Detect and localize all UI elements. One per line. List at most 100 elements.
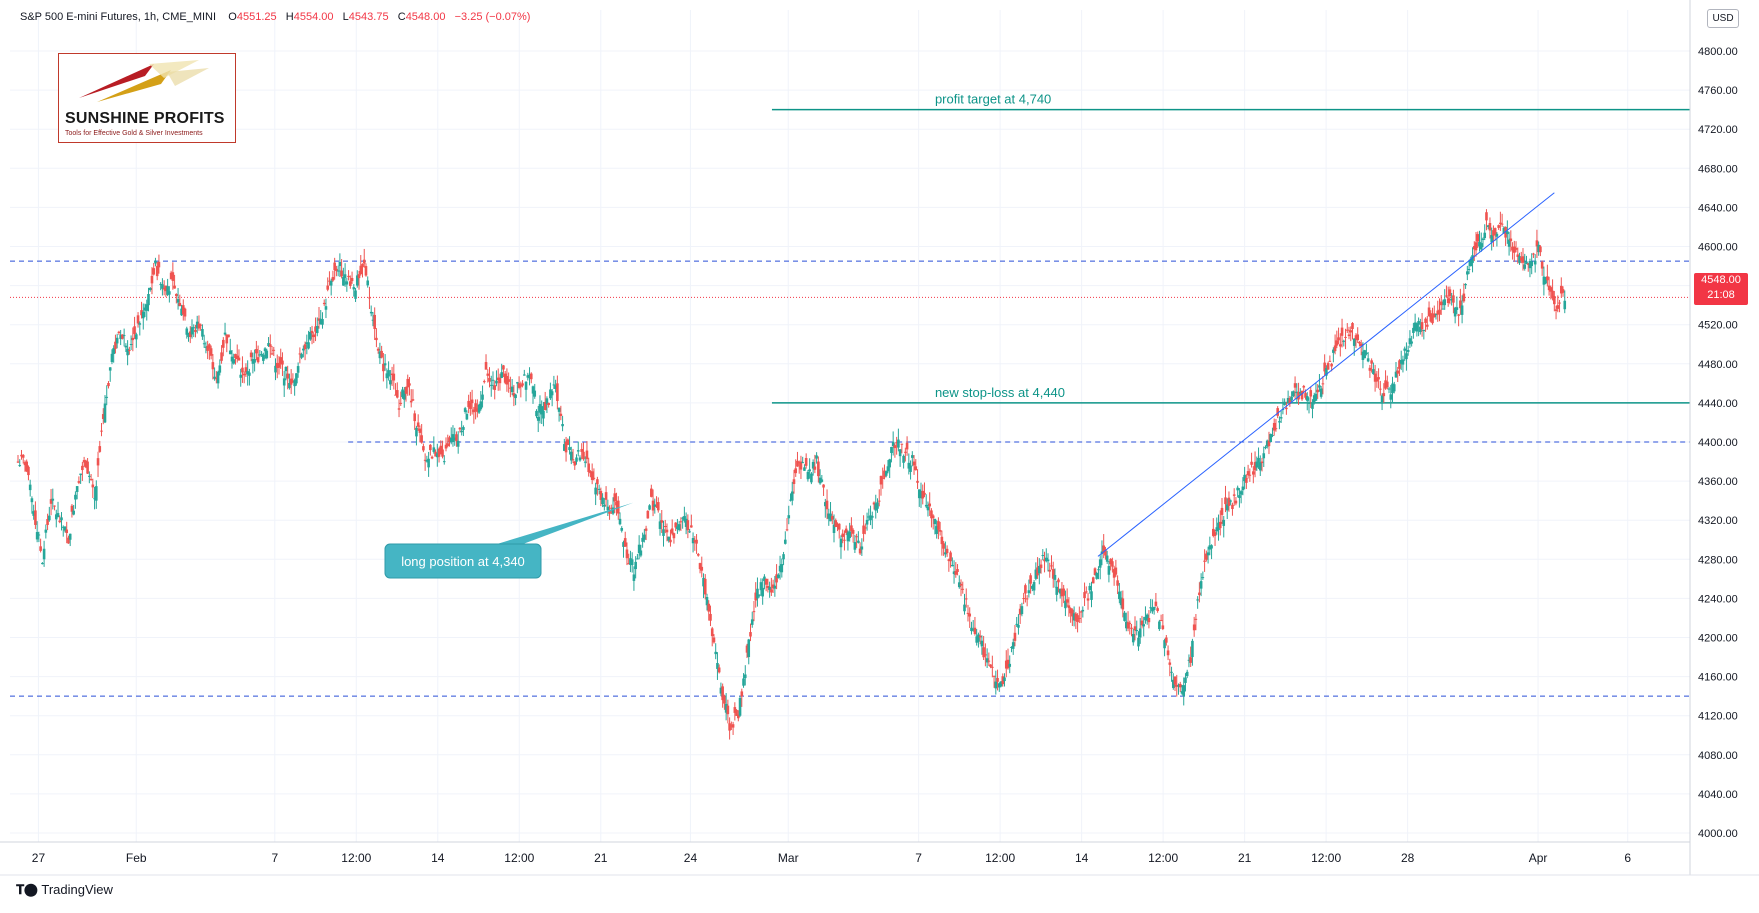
currency-button[interactable]: USD — [1707, 9, 1739, 28]
candle-body — [738, 697, 742, 716]
candle-body — [844, 528, 848, 533]
candle-body — [771, 584, 775, 589]
candle-body — [1225, 504, 1229, 511]
candle-body — [1250, 461, 1253, 465]
candle-body — [1112, 569, 1116, 578]
candle-body — [385, 373, 389, 379]
candle-body — [1051, 569, 1055, 579]
candle-body — [1241, 486, 1245, 491]
candle-body — [309, 331, 312, 340]
y-tick-label: 4400.00 — [1698, 437, 1738, 449]
candle-body — [314, 326, 317, 332]
candle-body — [907, 462, 911, 469]
candle-body — [1434, 314, 1438, 316]
candle-body — [340, 270, 343, 277]
candle-body — [129, 344, 133, 346]
x-tick-label: 27 — [32, 851, 46, 865]
candle-body — [731, 724, 735, 728]
candle-body — [228, 350, 232, 355]
y-tick-label: 4040.00 — [1698, 789, 1738, 801]
candle-body — [919, 491, 923, 499]
candle-body — [1436, 310, 1440, 315]
candle-body — [1231, 504, 1234, 509]
candle-body — [1528, 261, 1532, 269]
candle-body — [696, 554, 700, 556]
candle-body — [1147, 617, 1151, 623]
candle-body — [834, 520, 838, 528]
candle-body — [1307, 402, 1311, 404]
candle-body — [536, 416, 540, 421]
candle-body — [366, 280, 370, 286]
candle-body — [333, 262, 336, 271]
candle-body — [957, 582, 961, 588]
candle-body — [1140, 620, 1144, 626]
candle-body — [930, 510, 933, 519]
candle-body — [1453, 307, 1457, 317]
candle-body — [1361, 351, 1365, 360]
candle-body — [1114, 567, 1118, 575]
candle-body — [1464, 284, 1467, 286]
candle-body — [796, 460, 799, 467]
symbol-title[interactable]: S&P 500 E-mini Futures, 1h, CME_MINI — [20, 11, 217, 23]
candle-body — [54, 514, 58, 520]
candle-body — [1335, 340, 1339, 346]
tradingview-footer[interactable]: 𝐓⬤ TradingView — [16, 882, 113, 898]
candle-body — [79, 473, 82, 476]
candle-body — [991, 666, 994, 668]
candle-body — [211, 362, 215, 370]
close-value: 4548.00 — [405, 11, 446, 23]
candle-body — [535, 410, 538, 417]
candle-body — [1187, 659, 1191, 661]
candle-body — [1182, 685, 1186, 697]
candle-body — [1422, 329, 1426, 332]
candle-body — [1298, 391, 1302, 394]
candle-body — [74, 494, 77, 500]
candle-body — [502, 365, 505, 370]
candle-body — [1065, 599, 1069, 603]
candle-body — [429, 444, 432, 451]
candle-body — [723, 695, 726, 704]
candle-body — [1311, 402, 1314, 409]
candle-body — [870, 515, 874, 518]
candle-body — [361, 264, 364, 268]
candle-body — [938, 529, 942, 532]
candle-body — [703, 578, 707, 595]
candle-body — [568, 447, 571, 451]
candle-body — [1121, 598, 1125, 610]
candle-body — [58, 520, 62, 523]
candle-body — [208, 344, 211, 349]
candle-body — [700, 566, 704, 571]
candle-body — [712, 637, 716, 643]
candle-body — [750, 619, 754, 625]
x-tick-label: 21 — [1238, 851, 1252, 865]
candle-body — [888, 459, 891, 468]
long-position-callout: long position at 4,340 — [384, 502, 634, 579]
candle-body — [1074, 613, 1078, 621]
candle-body — [1330, 363, 1333, 367]
candle-body — [500, 372, 503, 378]
candle-body — [1258, 462, 1262, 471]
candle-body — [488, 378, 491, 382]
candle-body — [749, 632, 752, 637]
candle-body — [1415, 323, 1419, 332]
candle-body — [1561, 289, 1565, 293]
candle-body — [613, 493, 617, 502]
candle-body — [234, 354, 237, 359]
candle-body — [394, 394, 397, 396]
candle-body — [1238, 495, 1241, 498]
candle-body — [241, 367, 244, 373]
candle-body — [1171, 679, 1175, 688]
candle-body — [1044, 557, 1048, 562]
candle-body — [1479, 243, 1483, 250]
candle-body — [1506, 231, 1509, 235]
candle-body — [721, 686, 724, 701]
candle-body — [1050, 565, 1053, 567]
candle-body — [608, 510, 611, 514]
candle-body — [1450, 299, 1453, 301]
candle-body — [1558, 302, 1561, 304]
candle-body — [636, 558, 639, 560]
candle-body — [761, 587, 764, 597]
candle-body — [1514, 248, 1518, 250]
